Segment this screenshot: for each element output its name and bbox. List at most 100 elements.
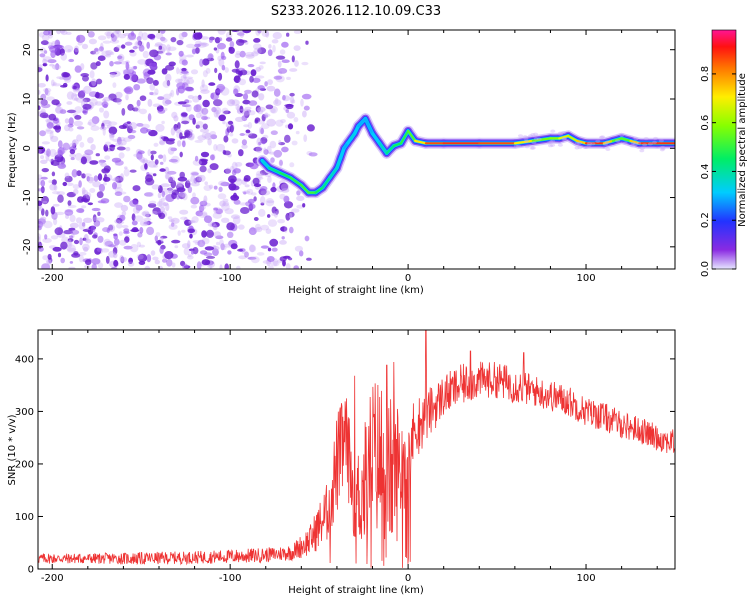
ridge-haze-dot (632, 142, 638, 146)
noise-speckle-dot (303, 134, 308, 142)
noise-speckle-dot (165, 73, 172, 83)
noise-speckle-dot (243, 124, 250, 128)
noise-speckle-dot (206, 55, 212, 60)
noise-speckle-dot (264, 81, 268, 87)
noise-speckle-dot (81, 189, 89, 197)
ridge-haze-dot (562, 137, 568, 141)
noise-speckle-dot (257, 120, 265, 125)
noise-speckle-dot (273, 99, 282, 106)
noise-speckle-dot (280, 183, 290, 191)
noise-speckle-dot (84, 149, 94, 156)
noise-speckle-dot (138, 260, 146, 265)
noise-speckle-dot (40, 40, 49, 46)
noise-speckle-dot (252, 177, 260, 185)
noise-speckle-dot (278, 159, 283, 167)
y-tick-label: 0 (22, 145, 33, 151)
noise-speckle-dot (285, 109, 290, 113)
noise-speckle-dot (204, 132, 213, 140)
noise-speckle-dot (205, 255, 216, 259)
noise-speckle-dot (293, 30, 302, 34)
noise-speckle-dot (147, 161, 158, 168)
x-tick-label: 100 (576, 573, 595, 584)
top-x-ticks: -200 -100 0 100 (41, 30, 658, 284)
noise-speckle-dot (259, 61, 266, 65)
noise-speckle-dot (165, 64, 175, 71)
noise-speckle-dot (271, 247, 278, 252)
noise-speckle-dot (162, 80, 171, 88)
ridge-haze-dot (550, 139, 556, 143)
noise-speckle-dot (96, 247, 102, 252)
noise-speckle-dot (270, 108, 276, 114)
noise-speckle-dot (196, 175, 203, 182)
noise-speckle-dot (199, 165, 207, 173)
noise-speckle-dot (204, 181, 208, 185)
y-tick-label: 100 (15, 512, 34, 523)
noise-speckle-dot (248, 227, 257, 235)
noise-speckle-dot (139, 227, 144, 234)
colorbar-label: Normalized spectral amplitude (737, 73, 748, 227)
noise-speckle-dot (203, 199, 207, 204)
noise-speckle-dot (67, 204, 77, 209)
noise-speckle-dot (80, 89, 86, 95)
noise-speckle-dot (82, 237, 87, 241)
noise-speckle-dot (124, 166, 128, 170)
noise-speckle-dot (65, 31, 72, 35)
noise-speckle-dot (245, 51, 255, 57)
noise-speckle-dot (251, 90, 259, 98)
noise-speckle-dot (47, 59, 57, 64)
noise-speckle-dot (40, 159, 48, 164)
noise-speckle-dot (261, 140, 266, 145)
noise-speckle-dot (242, 93, 249, 100)
noise-speckle-dot (64, 209, 74, 216)
noise-speckle-dot (91, 258, 101, 265)
noise-speckle-dot (258, 141, 262, 146)
noise-speckle-dot (120, 256, 125, 264)
noise-speckle-dot (227, 120, 234, 125)
noise-speckle-dot (131, 71, 137, 75)
noise-speckle-dot (85, 192, 92, 200)
noise-speckle-dot (92, 214, 97, 223)
noise-speckle-dot (41, 168, 49, 173)
noise-speckle-dot (284, 104, 294, 107)
noise-speckle-dot (112, 98, 122, 103)
noise-speckle-dot (181, 112, 188, 117)
noise-speckle-dot (100, 162, 107, 167)
noise-speckle-dot (242, 99, 251, 105)
noise-speckle-dot (46, 96, 55, 101)
noise-speckle-dot (104, 141, 112, 147)
noise-speckle-dot (87, 122, 92, 126)
noise-speckle-dot (237, 32, 245, 36)
noise-speckle-dot (199, 58, 204, 67)
noise-speckle-dot (211, 221, 220, 228)
noise-speckle-dot (109, 72, 118, 75)
noise-speckle-dot (96, 191, 104, 199)
noise-speckle-dot (181, 59, 188, 66)
noise-speckle-dot (83, 85, 92, 94)
noise-speckle-dot (181, 31, 188, 38)
noise-speckle-dot (201, 230, 207, 238)
noise-speckle-dot (115, 175, 124, 183)
noise-speckle-dot (208, 37, 213, 43)
noise-speckle-dot (244, 251, 249, 258)
noise-speckle-dot (162, 154, 167, 163)
ridge-haze-dot (619, 133, 625, 138)
noise-speckle-dot (174, 127, 182, 133)
ridge-segment (335, 157, 342, 170)
noise-speckle-dot (162, 202, 169, 207)
noise-speckle-dot (164, 99, 172, 105)
noise-speckle-dot (180, 216, 188, 220)
ridge-segment (314, 186, 324, 194)
noise-speckle-dot (277, 60, 282, 68)
noise-speckle-dot (62, 142, 70, 151)
noise-speckle-dot (215, 89, 223, 94)
noise-speckle-dot (248, 133, 258, 139)
noise-speckle-dot (271, 39, 279, 44)
noise-speckle-dot (154, 259, 160, 265)
noise-speckle-dot (38, 83, 46, 88)
ridge-haze-dot (561, 137, 567, 141)
noise-speckle-dot (145, 213, 151, 218)
ridge-haze-dot (636, 141, 642, 145)
noise-speckle-dot (38, 105, 41, 110)
noise-speckle-dot (207, 137, 212, 146)
